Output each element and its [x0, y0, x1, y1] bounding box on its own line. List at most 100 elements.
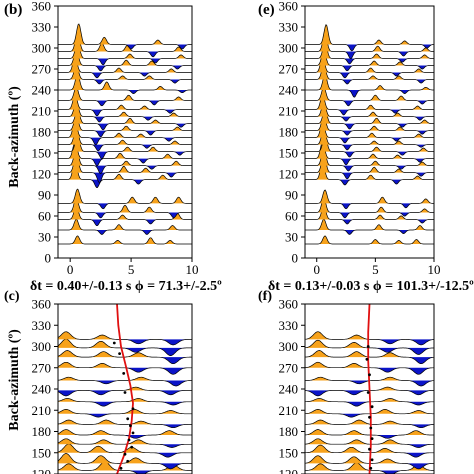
panel-f-trace [305, 444, 434, 458]
panel-b-trace [58, 161, 192, 188]
trace-positive-fill [58, 350, 192, 358]
trace-line [58, 188, 192, 210]
trace-line [58, 331, 192, 346]
panel-f-trace [305, 339, 434, 355]
panel-f-trace [305, 438, 434, 448]
panel-e-xtick-label: 0 [313, 262, 320, 277]
trace-positive-fill [305, 409, 434, 414]
panel-f-fit-point [366, 345, 370, 348]
panel-f-ytick-label: 180 [279, 424, 299, 439]
trace-negative-fill [58, 151, 192, 159]
panel-e-trace [305, 218, 434, 235]
trace-negative-fill [58, 357, 192, 364]
trace-positive-fill [305, 147, 434, 166]
trace-negative-fill [58, 230, 192, 235]
trace-positive-fill [58, 331, 192, 340]
panel-c-trace [58, 438, 192, 448]
trace-line [305, 339, 434, 355]
panel-b-trace [58, 100, 192, 123]
trace-positive-fill [58, 95, 192, 110]
panel-c-trace [58, 409, 192, 418]
trace-line [58, 94, 192, 117]
panel-c-ytick-label: 360 [32, 297, 52, 312]
panel-c-frame [57, 303, 193, 474]
panel-f-plot: 120 150 180 210 240 270 300 330 360 [279, 297, 435, 474]
trace-negative-fill [305, 347, 434, 355]
trace-negative-fill [305, 172, 434, 179]
trace-line [58, 64, 192, 85]
trace-line [58, 438, 192, 448]
panel-f-fit-point [368, 373, 371, 377]
trace-line [305, 438, 434, 448]
trace-positive-fill [58, 420, 192, 425]
trace-positive-fill [58, 23, 192, 45]
panel-c-plot: 120 150 180 210 240 270 300 330 360 [32, 297, 193, 474]
trace-negative-fill [305, 444, 434, 448]
panel-c-trace [58, 453, 192, 470]
trace-line [58, 376, 192, 387]
panel-f-trace [305, 429, 434, 439]
panel-b-xtick-label: 10 [186, 262, 199, 277]
trace-positive-fill [58, 398, 192, 402]
panel-b-trace [58, 188, 192, 210]
panel-b-ytick-label: 0 [45, 251, 52, 266]
trace-positive-fill [58, 141, 192, 159]
panel-b-trace [58, 235, 192, 245]
panel-c-fit-point [123, 452, 127, 456]
trace-negative-fill [305, 158, 434, 165]
panel-e-label: (e) [258, 2, 275, 18]
panel-b-trace [58, 56, 192, 79]
trace-line [58, 48, 192, 72]
panel-e-ytick-label: 360 [279, 0, 299, 14]
trace-positive-fill [58, 219, 192, 230]
panel-b-trace [58, 152, 192, 183]
panel-c-fit-point [122, 372, 126, 375]
panel-f-ytick-label: 210 [279, 403, 299, 418]
panel-b-ytick-label: 240 [32, 83, 52, 98]
trace-line [58, 108, 192, 131]
trace-line [58, 100, 192, 123]
trace-negative-fill [58, 347, 192, 356]
panel-c-ytick-label: 210 [32, 403, 52, 418]
trace-negative-fill [305, 219, 434, 224]
panel-e-trace [305, 140, 434, 166]
trace-line [58, 86, 192, 107]
trace-negative-fill [58, 123, 192, 130]
panel-b-trace [58, 126, 192, 152]
panel-b-plot: 0 30 60 90 120 150 180 210 240 270 300 330 360 0 5 10 [32, 0, 199, 277]
trace-line [58, 23, 192, 50]
panel-e-ytick-label: 210 [279, 104, 299, 119]
trace-line [58, 152, 192, 183]
panel-f-ytick-label: 360 [279, 297, 299, 312]
panel-c-fit-point [119, 466, 123, 470]
panel-f-fit-point [370, 405, 374, 409]
panel-b-xtick-label: 0 [67, 262, 74, 277]
panel-f-trace [305, 361, 434, 375]
panel-b-ytick-label: 330 [32, 20, 52, 35]
panel-c-fit-point [123, 391, 127, 394]
trace-negative-fill [305, 367, 434, 375]
panel-b-ytick-label: 30 [38, 230, 51, 245]
panel-e-ytick-label: 30 [285, 230, 298, 245]
panel-b-ytick-label: 300 [32, 41, 52, 56]
trace-negative-fill [58, 463, 192, 469]
trace-line [305, 205, 434, 225]
trace-negative-fill [305, 424, 434, 428]
trace-line [305, 86, 434, 107]
trace-negative-fill [305, 165, 434, 171]
trace-positive-fill [58, 152, 192, 173]
panel-c-fit-point [129, 424, 132, 428]
panel-f-fit-point [370, 458, 374, 462]
trace-line [58, 338, 192, 356]
panel-b-trace [58, 86, 192, 107]
panel-b-ylabel: Back-azimuth (º) [7, 86, 22, 188]
panel-f-ytick-label: 300 [279, 339, 299, 354]
trace-positive-fill [58, 438, 192, 445]
trace-positive-fill [58, 362, 192, 368]
panel-e-ytick-label: 0 [292, 251, 299, 266]
trace-line [305, 64, 434, 85]
trace-negative-fill [305, 79, 434, 84]
trace-line [305, 101, 434, 122]
panel-f-trace [305, 331, 434, 346]
panel-f-trace [305, 419, 434, 429]
